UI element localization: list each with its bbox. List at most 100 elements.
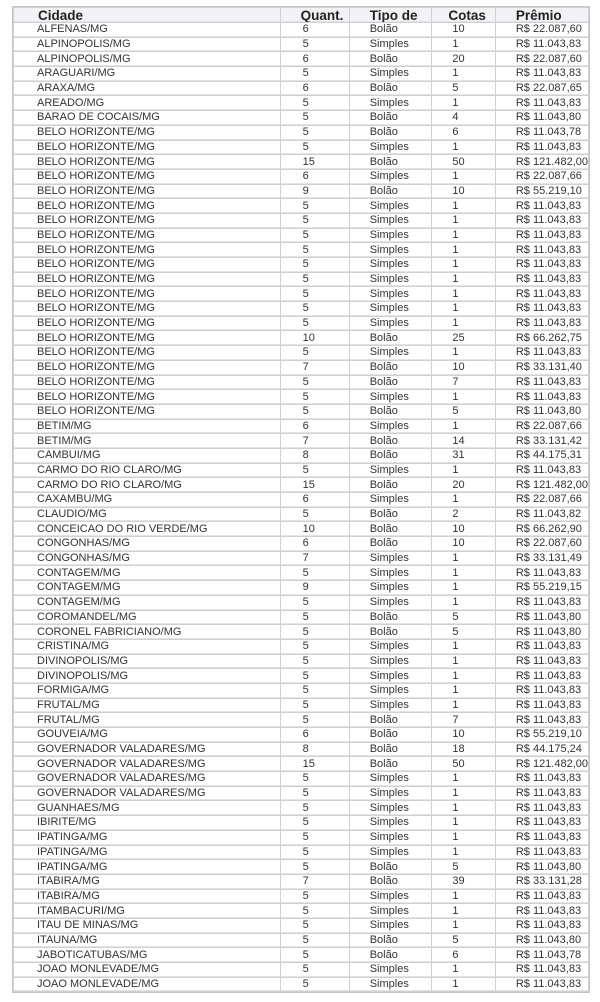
premio-cell: R$ 44.175,31 [495, 448, 588, 463]
table-row: CONGONHAS/MG 6 Bolão 10 R$ 22.087,60 [14, 537, 588, 551]
table-row: CONCEICAO DO RIO VERDE/MG 10 Bolão 10 R$ 66.… [14, 522, 588, 537]
cidade-cell: ALPINOPOLIS/MG [14, 37, 280, 52]
quant-cell: 15 [280, 155, 349, 169]
cotas-cell: 1 [432, 639, 495, 654]
premio-cell: R$ 11.043,83 [495, 683, 588, 698]
cotas-cell: 6 [432, 948, 495, 962]
cotas-cell: 1 [432, 581, 495, 595]
cidade-cell: DIVINOPOLIS/MG [14, 669, 280, 683]
cotas-cell: 1 [432, 140, 495, 155]
premio-cell: R$ 11.043,83 [495, 228, 588, 243]
cotas-cell: 1 [432, 963, 495, 977]
cidade-cell: BELO HORIZONTE/MG [14, 258, 280, 272]
cotas-cell: 1 [432, 566, 495, 581]
cidade-cell: BELO HORIZONTE/MG [14, 169, 280, 184]
tipo-cell: Simples [349, 199, 432, 213]
cidade-cell: ITAMBACURI/MG [14, 904, 280, 918]
table-row: ARAGUARI/MG 5 Simples 1 R$ 11.043,83 [14, 67, 588, 81]
quant-cell: 5 [280, 507, 349, 522]
tipo-cell: Simples [349, 845, 432, 860]
premio-cell: R$ 11.043,83 [495, 669, 588, 683]
tipo-cell: Bolão [349, 610, 432, 625]
cotas-cell: 10 [432, 23, 495, 37]
quant-cell: 6 [280, 52, 349, 67]
quant-cell: 5 [280, 610, 349, 625]
premio-cell: R$ 11.043,83 [495, 243, 588, 257]
cidade-cell: FORMIGA/MG [14, 683, 280, 698]
quant-cell: 5 [280, 625, 349, 639]
table-row: FRUTAL/MG 5 Simples 1 R$ 11.043,83 [14, 698, 588, 713]
cotas-cell: 5 [432, 404, 495, 419]
cotas-cell: 1 [432, 786, 495, 801]
premio-cell: R$ 11.043,83 [495, 772, 588, 786]
cidade-cell: CAXAMBU/MG [14, 493, 280, 507]
cidade-cell: CONCEICAO DO RIO VERDE/MG [14, 522, 280, 537]
quant-cell: 5 [280, 669, 349, 683]
cotas-cell: 50 [432, 155, 495, 169]
quant-cell: 6 [280, 537, 349, 551]
tipo-cell: Simples [349, 140, 432, 155]
cotas-cell: 5 [432, 625, 495, 639]
table-row: JOAO MONLEVADE/MG 5 Simples 1 R$ 11.043,83 [14, 963, 588, 977]
cidade-cell: BELO HORIZONTE/MG [14, 316, 280, 331]
table-row: BELO HORIZONTE/MG 5 Simples 1 R$ 11.043,83 [14, 302, 588, 316]
cotas-cell: 20 [432, 52, 495, 67]
tipo-cell: Simples [349, 772, 432, 786]
table-row: CRISTINA/MG 5 Simples 1 R$ 11.043,83 [14, 639, 588, 654]
quant-cell: 5 [280, 463, 349, 478]
cidade-cell: ITAU DE MINAS/MG [14, 918, 280, 933]
quant-cell: 5 [280, 111, 349, 125]
cotas-cell: 1 [432, 287, 495, 302]
cidade-cell: AREADO/MG [14, 96, 280, 111]
premio-cell: R$ 11.043,83 [495, 316, 588, 331]
tipo-cell: Simples [349, 551, 432, 566]
cidade-cell: BELO HORIZONTE/MG [14, 302, 280, 316]
quant-cell: 7 [280, 551, 349, 566]
cotas-cell: 6 [432, 125, 495, 140]
cotas-cell: 1 [432, 346, 495, 360]
cotas-cell: 1 [432, 302, 495, 316]
table-row: GOVERNADOR VALADARES/MG 15 Bolão 50 R$ 121.4… [14, 757, 588, 772]
prize-table: Cidade Quant. Tipo de Cotas Prêmio ALFEN… [12, 6, 590, 994]
cidade-cell: ARAXA/MG [14, 81, 280, 96]
quant-cell: 5 [280, 96, 349, 111]
premio-cell: R$ 11.043,83 [495, 213, 588, 228]
cidade-cell: BETIM/MG [14, 419, 280, 434]
tipo-cell: Simples [349, 904, 432, 918]
cidade-cell: COROMANDEL/MG [14, 610, 280, 625]
table-row: BELO HORIZONTE/MG 5 Bolão 7 R$ 11.043,83 [14, 375, 588, 390]
tipo-cell: Bolão [349, 81, 432, 96]
cotas-cell: 1 [432, 698, 495, 713]
cotas-cell: 1 [432, 37, 495, 52]
tipo-cell: Bolão [349, 23, 432, 37]
quant-cell: 5 [280, 845, 349, 860]
cidade-cell: BELO HORIZONTE/MG [14, 199, 280, 213]
quant-cell: 5 [280, 67, 349, 81]
cotas-cell: 1 [432, 258, 495, 272]
cotas-cell: 1 [432, 889, 495, 904]
cidade-cell: BELO HORIZONTE/MG [14, 125, 280, 140]
tipo-cell: Simples [349, 801, 432, 816]
tipo-cell: Simples [349, 493, 432, 507]
premio-cell: R$ 22.087,65 [495, 81, 588, 96]
cotas-cell: 25 [432, 331, 495, 346]
cotas-cell: 7 [432, 713, 495, 727]
tipo-cell: Simples [349, 654, 432, 669]
premio-cell: R$ 11.043,83 [495, 801, 588, 816]
quant-cell: 10 [280, 331, 349, 346]
tipo-cell: Simples [349, 316, 432, 331]
table-row: BELO HORIZONTE/MG 10 Bolão 25 R$ 66.262,75 [14, 331, 588, 346]
table-row: BELO HORIZONTE/MG 5 Simples 1 R$ 11.043,83 [14, 272, 588, 287]
cotas-cell: 1 [432, 816, 495, 830]
table-body: ALFENAS/MG 6 Bolão 10 R$ 22.087,60 ALPINOPOLI… [14, 23, 588, 992]
cidade-cell: BELO HORIZONTE/MG [14, 228, 280, 243]
tipo-cell: Simples [349, 213, 432, 228]
cidade-cell: FRUTAL/MG [14, 698, 280, 713]
cidade-cell: IBIRITE/MG [14, 816, 280, 830]
cotas-cell: 1 [432, 169, 495, 184]
header-premio: Prêmio [495, 8, 588, 22]
header-tipo: Tipo de [349, 8, 432, 22]
cotas-cell: 14 [432, 434, 495, 448]
cidade-cell: CONGONHAS/MG [14, 551, 280, 566]
cotas-cell: 1 [432, 228, 495, 243]
